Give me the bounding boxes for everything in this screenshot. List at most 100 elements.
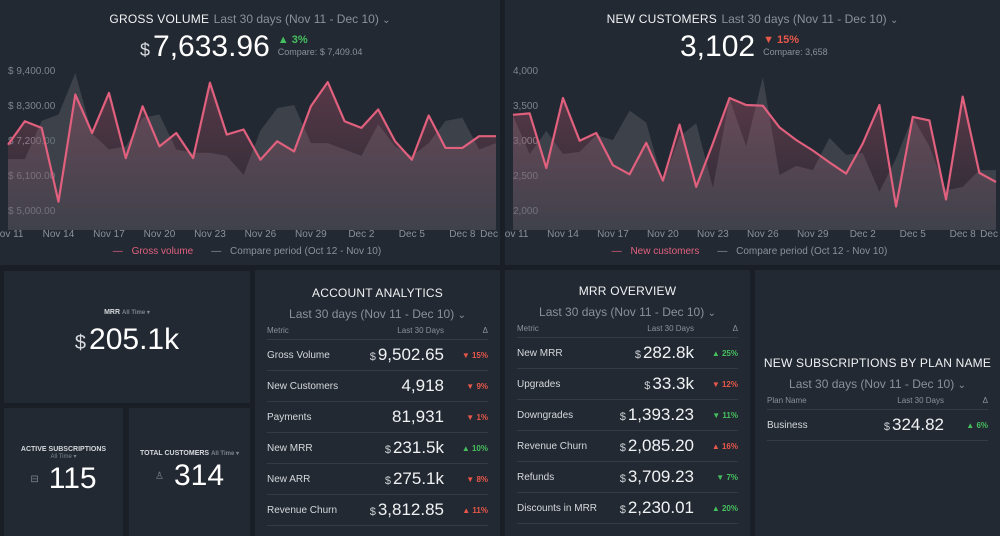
period-dropdown[interactable]: All Time ▾ [50, 454, 77, 460]
table-row: Downgrades $1,393.23 ▼ 11% [517, 399, 738, 431]
metric-name: Discounts in MRR [517, 492, 609, 524]
x-tick-label: Nov 11 [505, 229, 529, 240]
x-tick-label: Nov 20 [647, 229, 679, 240]
legend-item-compare: — Compare period (Oct 12 - Nov 10) [211, 246, 382, 257]
y-tick-label: $ 9,400.00 [8, 66, 56, 77]
x-tick-label: Nov 14 [547, 229, 579, 240]
kpi-value: 115 [48, 462, 97, 495]
main-series-line [512, 95, 997, 208]
x-tick-label: Nov 17 [597, 229, 629, 240]
metric-name: Downgrades [517, 399, 609, 431]
main-series-area [8, 82, 496, 230]
date-range-dropdown[interactable]: Last 30 days (Nov 11 - Dec 10) ⌄ [789, 377, 966, 391]
metric-value: $2,085.20 [608, 430, 694, 462]
x-tick-label: Nov 29 [797, 229, 829, 240]
chevron-down-icon: ⌄ [889, 15, 899, 26]
kpi-value: 314 [173, 459, 225, 492]
metric-name: Payments [267, 401, 354, 433]
metric-name: Revenue Churn [267, 494, 354, 526]
metric-name: New MRR [517, 337, 609, 369]
kpi-value: 7,633.96 [153, 30, 270, 63]
kpi-delta: ▲ 3% Compare: $ 7,409.04 [277, 34, 363, 57]
table-row: New MRR $231.5k ▲ 10% [267, 432, 488, 464]
account-analytics-widget: ACCOUNT ANALYTICS Last 30 days (Nov 11 -… [255, 270, 500, 536]
date-range-dropdown[interactable]: Last 30 days (Nov 11 - Dec 10) ⌄ [213, 12, 391, 26]
main-series-line [7, 80, 496, 203]
delta-badge: ▲ 25% [694, 337, 738, 369]
kpi-delta: ▼ 15% Compare: 3,658 [763, 34, 828, 57]
column-header: Plan Name [767, 392, 839, 410]
delta-badge: ▲ 16% [694, 430, 738, 462]
column-header: Δ [944, 392, 988, 410]
x-tick-label: Nov 23 [697, 229, 729, 240]
x-tick-label: Nov 26 [245, 229, 277, 240]
widget-title: MRR [104, 309, 121, 316]
widget-title: ACTIVE SUBSCRIPTIONS [20, 446, 107, 453]
period-dropdown[interactable]: All Time ▾ [121, 310, 150, 316]
user-icon: ♙ [154, 470, 164, 482]
table-row: New ARR $275.1k ▼ 8% [267, 463, 488, 495]
metric-name: New MRR [267, 432, 354, 464]
plans-table: Plan Name Last 30 Days Δ Business $324.82 ▲… [767, 392, 988, 441]
kpi-value: $205.1k [74, 323, 180, 356]
x-tick-label: Nov 11 [0, 229, 24, 240]
widget-title: TOTAL CUSTOMERS [140, 450, 210, 457]
chevron-down-icon: ⌄ [957, 380, 966, 391]
widget-title: GROSS VOLUME [109, 12, 210, 26]
x-tick-label: Dec 5 [399, 229, 426, 240]
delta-badge: ▼ 1% [444, 401, 488, 433]
x-tick-label: Dec 2 [850, 229, 877, 240]
metric-value: $1,393.23 [608, 399, 694, 431]
metric-value: $9,502.65 [353, 339, 444, 371]
mrr-overview-widget: MRR OVERVIEW Last 30 days (Nov 11 - Dec … [505, 270, 750, 536]
period-dropdown[interactable]: All Time ▾ [211, 451, 239, 457]
column-header: Last 30 Days [608, 320, 694, 338]
delta-badge: ▼ 15% [444, 339, 488, 371]
metric-name: New Customers [267, 370, 354, 402]
new-subscriptions-widget: NEW SUBSCRIPTIONS BY PLAN NAME Last 30 d… [755, 270, 1000, 536]
chart-legend: — Gross volume — Compare period (Oct 12 -… [0, 246, 500, 257]
x-tick-label: Nov 17 [93, 229, 125, 240]
widget-title: MRR OVERVIEW [578, 284, 677, 298]
chevron-down-icon: ⌄ [457, 310, 466, 321]
column-header: Δ [444, 322, 488, 340]
table-row: New MRR $282.8k ▲ 25% [517, 337, 738, 369]
y-tick-label: 3,500 [513, 101, 538, 112]
table-row: Revenue Churn $3,812.85 ▲ 11% [267, 494, 488, 526]
delta-badge: ▲ 10% [444, 432, 488, 464]
metric-name: Revenue Churn [517, 430, 609, 462]
date-range-dropdown[interactable]: Last 30 days (Nov 11 - Dec 10) ⌄ [539, 305, 716, 319]
delta-badge: ▼ 8% [444, 463, 488, 495]
delta-badge: ▼ 12% [694, 368, 738, 400]
metric-name: Business [767, 409, 839, 441]
metric-value: $2,230.01 [608, 492, 694, 524]
table-row: Revenue Churn $2,085.20 ▲ 16% [517, 430, 738, 462]
table-row: Upgrades $33.3k ▼ 12% [517, 368, 738, 400]
total-customers-widget: TOTAL CUSTOMERS All Time ▾ ♙ 314 [129, 408, 250, 536]
delta-badge: ▼ 11% [694, 399, 738, 431]
mrr-widget: MRR All Time ▾ $205.1k [4, 271, 250, 403]
column-header: Metric [267, 322, 354, 340]
chart-legend: — New customers — Compare period (Oct 12 … [505, 246, 1000, 257]
legend-item-main: — Gross volume [112, 246, 194, 257]
delta-badge: ▲ 11% [444, 494, 488, 526]
date-range-dropdown[interactable]: Last 30 days (Nov 11 - Dec 10) ⌄ [289, 307, 466, 321]
date-range-dropdown[interactable]: Last 30 days (Nov 11 - Dec 10) ⌄ [721, 12, 899, 26]
metric-value: $3,709.23 [608, 461, 694, 493]
table-row: Gross Volume $9,502.65 ▼ 15% [267, 339, 488, 371]
delta-badge: ▲ 6% [944, 409, 988, 441]
metric-value: $231.5k [353, 432, 444, 464]
y-tick-label: 4,000 [513, 66, 538, 77]
table-row: New Customers 4,918 ▼ 9% [267, 370, 488, 402]
table-row: Business $324.82 ▲ 6% [767, 409, 988, 441]
active-subscriptions-widget: ACTIVE SUBSCRIPTIONS All Time ▾ ⊟ 115 [4, 408, 123, 536]
widget-title: NEW CUSTOMERS [606, 12, 717, 26]
legend-item-main: — New customers [611, 246, 700, 257]
x-tick-label: Dec 10 [980, 229, 1000, 240]
account-analytics-table: Metric Last 30 Days Δ Gross Volume $9,502.6… [267, 322, 488, 526]
table-row: Refunds $3,709.23 ▼ 7% [517, 461, 738, 493]
column-header: Metric [517, 320, 609, 338]
x-tick-label: Dec 8 [950, 229, 977, 240]
metric-name: Refunds [517, 461, 609, 493]
